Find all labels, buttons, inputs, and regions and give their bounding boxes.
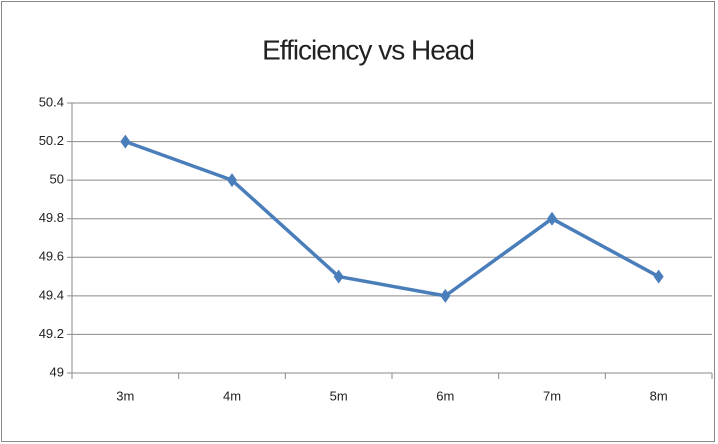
x-tick-label: 6m <box>436 388 454 403</box>
data-line <box>124 139 660 298</box>
data-point <box>120 134 131 149</box>
data-point <box>227 173 237 188</box>
x-tick-label: 8m <box>650 388 668 403</box>
y-tick-label: 49.4 <box>39 287 64 302</box>
y-tick-label: 49 <box>50 364 64 379</box>
data-point <box>547 211 557 226</box>
data-point <box>440 288 451 303</box>
x-tick-label: 3m <box>116 388 134 403</box>
x-tick-label: 5m <box>330 388 348 403</box>
y-tick-label: 49.2 <box>39 326 64 341</box>
x-tick-label: 4m <box>223 388 241 403</box>
y-tick-label: 50 <box>50 172 64 187</box>
data-point <box>653 269 664 284</box>
y-tick-label: 49.6 <box>39 249 64 264</box>
x-tick-label: 7m <box>543 388 561 403</box>
y-tick-label: 49.8 <box>39 210 64 225</box>
data-point <box>333 269 344 284</box>
y-tick-label: 50.4 <box>39 94 64 109</box>
chart-title: Efficiency vs Head <box>262 34 474 65</box>
y-tick-label: 50.2 <box>39 133 64 148</box>
